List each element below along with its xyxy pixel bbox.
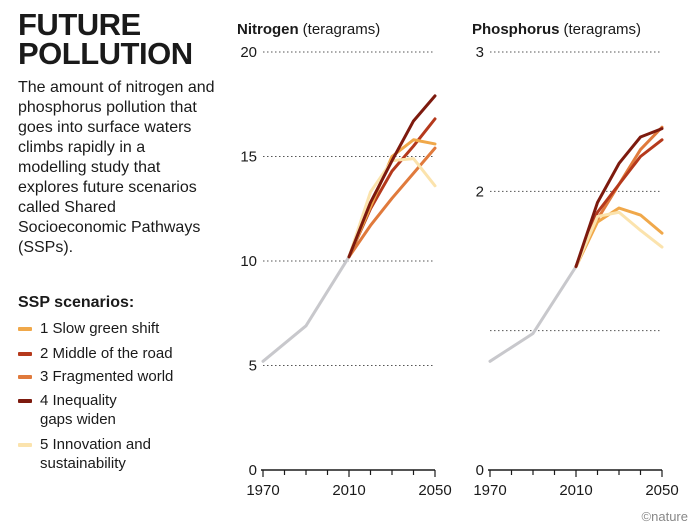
legend-label-ssp2: 2 Middle of the road xyxy=(40,344,225,363)
nitrogen-chart-title: Nitrogen (teragrams) xyxy=(237,21,380,38)
legend-title: SSP scenarios: xyxy=(18,294,135,311)
nitrogen-title-unit: (teragrams) xyxy=(303,21,381,38)
legend-swatch-ssp1 xyxy=(18,327,32,331)
legend-label-ssp1-line1: 1 Slow green shift xyxy=(40,320,160,337)
nitrogen-title-bold: Nitrogen xyxy=(237,21,299,38)
legend-swatch-ssp3 xyxy=(18,375,32,379)
nitrogen-series-ssp4 xyxy=(347,94,437,259)
figure-title: FUTURE POLLUTION xyxy=(18,7,193,71)
phosphorus-xtick-2050: 2050 xyxy=(645,482,678,499)
credit-nature: ©nature xyxy=(641,509,688,524)
phosphorus-series-ssp5 xyxy=(574,210,664,269)
phosphorus-ytick-3: 3 xyxy=(476,44,484,61)
nitrogen-xtick-2050: 2050 xyxy=(418,482,451,499)
nitrogen-ytick-10: 10 xyxy=(240,253,257,270)
legend-swatch-ssp4 xyxy=(18,399,32,403)
legend-swatch-ssp5 xyxy=(18,443,32,447)
nitrogen-ytick-5: 5 xyxy=(249,358,257,375)
legend-label-ssp5-line1: 5 Innovation and xyxy=(40,436,151,453)
legend-label-ssp5: 5 Innovation and sustainability xyxy=(40,435,225,473)
phosphorus-chart-title: Phosphorus (teragrams) xyxy=(472,21,641,38)
legend-label-ssp5-line2: sustainability xyxy=(40,455,126,472)
phosphorus-chart: Phosphorus (teragrams) 0 2 3 1970 2010 2050 xyxy=(472,21,679,499)
phosphorus-series-ssp4 xyxy=(574,127,664,269)
legend-label-ssp1: 1 Slow green shift xyxy=(40,319,225,338)
phosphorus-ytick-0: 0 xyxy=(476,462,484,479)
phosphorus-title-bold: Phosphorus xyxy=(472,21,560,38)
legend-label-ssp3-line1: 3 Fragmented world xyxy=(40,368,174,385)
nitrogen-ytick-15: 15 xyxy=(240,149,257,166)
legend-label-ssp4-line1: 4 Inequality xyxy=(40,392,117,409)
legend-label-ssp3: 3 Fragmented world xyxy=(40,367,225,386)
nitrogen-ytick-20: 20 xyxy=(240,44,257,61)
nitrogen-xtick-2010: 2010 xyxy=(332,482,365,499)
nitrogen-series-ssp3 xyxy=(347,146,437,259)
phosphorus-title-unit: (teragrams) xyxy=(564,21,642,38)
legend-label-ssp2-line1: 2 Middle of the road xyxy=(40,345,173,362)
phosphorus-xtick-2010: 2010 xyxy=(559,482,592,499)
phosphorus-series-ssp2 xyxy=(574,138,664,269)
nitrogen-xtick-1970: 1970 xyxy=(246,482,279,499)
phosphorus-xtick-1970: 1970 xyxy=(473,482,506,499)
nitrogen-chart: Nitrogen (teragrams) 0 5 10 15 20 1970 2010 2050 xyxy=(237,21,452,499)
phosphorus-ytick-2: 2 xyxy=(476,183,484,200)
legend-swatch-ssp2 xyxy=(18,352,32,356)
figure-description: The amount of nitrogen and phosphorus po… xyxy=(18,79,215,256)
nitrogen-historical-line xyxy=(261,255,351,363)
phosphorus-historical-line xyxy=(488,265,578,363)
nitrogen-ytick-0: 0 xyxy=(249,462,257,479)
legend-label-ssp4: 4 Inequality gaps widen xyxy=(40,391,225,429)
legend-label-ssp4-line2: gaps widen xyxy=(40,411,116,428)
